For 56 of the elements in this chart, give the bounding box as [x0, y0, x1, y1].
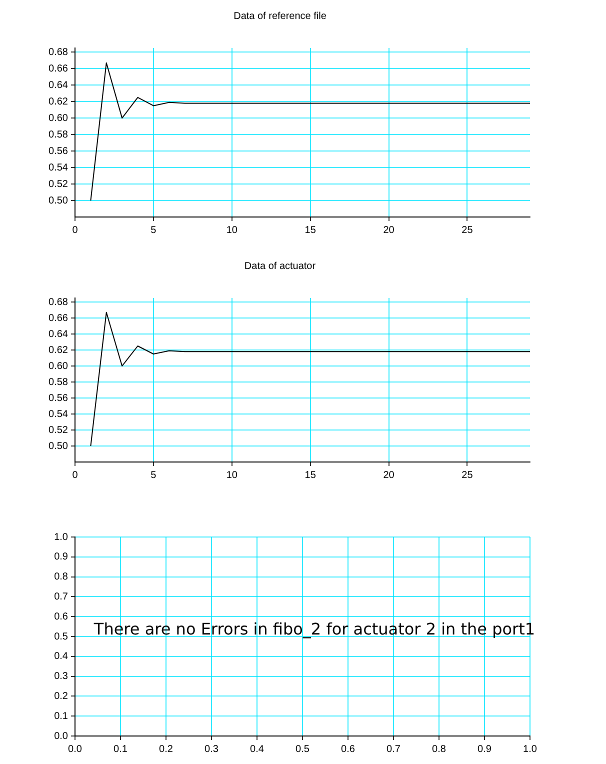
y-tick-label: 0.68: [48, 46, 68, 58]
y-tick-label: 0.6: [54, 611, 68, 622]
x-tick-label: 0.0: [68, 744, 82, 755]
x-tick-label: 0.5: [296, 744, 310, 755]
y-tick-label: 0.2: [54, 690, 68, 702]
x-tick-label: 0.2: [159, 744, 174, 755]
y-tick-label: 0.52: [48, 178, 68, 190]
x-tick-label: 10: [226, 224, 238, 236]
y-tick-label: 1.0: [54, 532, 68, 543]
y-tick-label: 0.54: [48, 408, 68, 420]
y-tick-label: 0.60: [48, 112, 68, 124]
y-tick-label: 0.58: [48, 376, 68, 388]
x-tick-label: 0.9: [478, 744, 492, 755]
y-tick-label: 0.9: [54, 552, 68, 563]
x-tick-label: 20: [383, 470, 395, 481]
y-tick-label: 0.56: [48, 392, 68, 404]
x-tick-label: 1.0: [523, 744, 538, 755]
y-tick-label: 0.64: [48, 328, 68, 340]
y-tick-label: 0.62: [48, 344, 68, 356]
y-tick-label: 0.56: [48, 146, 68, 157]
x-tick-label: 0: [72, 224, 78, 236]
y-tick-label: 0.3: [54, 671, 68, 682]
x-tick-label: 0.8: [432, 744, 446, 755]
y-tick-label: 0.4: [54, 651, 68, 662]
y-tick-label: 0.50: [48, 195, 68, 206]
x-tick-label: 10: [226, 470, 238, 481]
y-tick-label: 0.5: [54, 631, 68, 642]
x-tick-label: 25: [462, 470, 474, 481]
chart-title: Data of actuator: [244, 260, 316, 272]
y-tick-label: 0.0: [54, 730, 68, 742]
y-tick-label: 0.66: [48, 63, 68, 74]
y-tick-label: 0.8: [54, 572, 68, 583]
y-tick-label: 0.52: [48, 424, 68, 436]
x-tick-label: 0.6: [341, 744, 356, 755]
x-tick-label: 0.1: [114, 744, 128, 755]
x-tick-label: 25: [462, 224, 474, 236]
y-tick-label: 0.60: [48, 360, 68, 372]
y-tick-label: 0.54: [48, 162, 68, 174]
y-tick-label: 0.1: [54, 710, 68, 722]
y-tick-label: 0.66: [48, 312, 68, 324]
x-tick-label: 15: [304, 224, 316, 236]
x-tick-label: 20: [383, 224, 395, 236]
x-tick-label: 0.3: [204, 744, 219, 755]
y-tick-label: 0.62: [48, 96, 68, 108]
y-tick-label: 0.50: [48, 440, 68, 452]
x-tick-label: 0.7: [386, 744, 401, 755]
x-tick-label: 0.4: [250, 744, 264, 755]
x-tick-label: 15: [304, 470, 316, 481]
y-tick-label: 0.68: [48, 296, 68, 308]
x-tick-label: 0: [72, 470, 78, 481]
y-tick-label: 0.58: [48, 129, 68, 140]
x-tick-label: 5: [150, 470, 157, 481]
chart-title: Data of reference file: [234, 10, 327, 22]
y-tick-label: 0.64: [48, 80, 68, 91]
x-tick-label: 5: [150, 224, 157, 236]
y-tick-label: 0.7: [54, 591, 68, 602]
